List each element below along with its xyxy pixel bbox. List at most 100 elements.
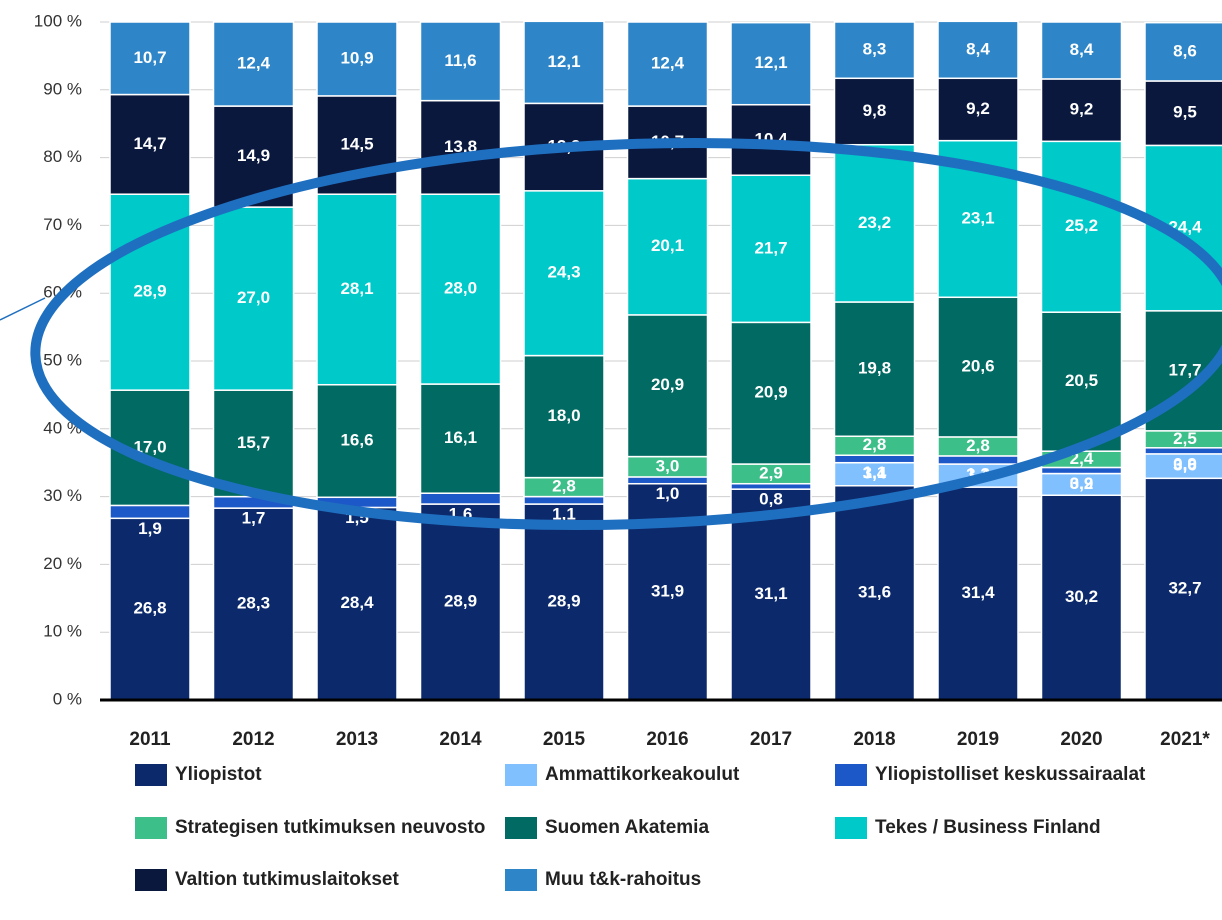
bar-segment — [419, 193, 502, 385]
bar-segment — [212, 206, 295, 391]
value-label: 16,1 — [444, 428, 477, 447]
value-label: 20,6 — [961, 357, 994, 376]
value-label: 30,2 — [1065, 587, 1098, 606]
bar-segment — [109, 93, 191, 195]
y-tick-label: 50 % — [43, 350, 82, 369]
bar-segment — [730, 21, 812, 106]
legend-swatch — [135, 764, 167, 786]
value-label: 1,9 — [138, 519, 162, 538]
bar-segment — [937, 20, 1019, 80]
bar-segment — [937, 77, 1019, 142]
y-tick-label: 30 % — [43, 486, 82, 505]
legend-label: Strategisen tutkimuksen neuvosto — [175, 817, 485, 838]
legend-swatch — [835, 817, 867, 839]
value-label: 11,6 — [444, 51, 476, 70]
y-tick-label: 80 % — [43, 147, 82, 166]
bar-segment — [937, 296, 1019, 438]
value-label: 28,3 — [237, 594, 270, 613]
value-label: 28,4 — [340, 593, 374, 612]
x-tick-label: 2020 — [1060, 729, 1102, 750]
legend-label: Yliopistot — [175, 764, 262, 785]
bar-segment — [730, 321, 812, 465]
legend-swatch — [835, 764, 867, 786]
value-label: 20,9 — [651, 375, 684, 394]
bar-segment — [419, 383, 502, 494]
x-tick-label: 2019 — [957, 729, 999, 750]
bar-segment — [730, 482, 812, 490]
value-label: 0,9 — [1070, 474, 1094, 493]
legend-swatch — [135, 869, 167, 891]
legend-label: Ammattikorkeakoulut — [545, 764, 740, 785]
legend-label: Muu t&k-rahoitus — [545, 869, 701, 890]
y-tick-label: 70 % — [43, 215, 82, 234]
value-label: 19,8 — [858, 359, 891, 378]
value-label: 2,8 — [966, 436, 990, 455]
bar-segment — [109, 504, 191, 520]
legend-label: Yliopistolliset keskussairaalat — [875, 764, 1146, 785]
value-label: 15,7 — [237, 433, 270, 452]
value-label: 31,9 — [651, 581, 684, 600]
bar-segment — [212, 389, 295, 498]
bar-segment — [523, 190, 605, 357]
bar-segment — [937, 486, 1019, 701]
value-label: 18,0 — [547, 406, 580, 425]
bar-segment — [1144, 477, 1222, 701]
bar-segment — [523, 354, 605, 479]
y-tick-label: 10 % — [43, 622, 82, 641]
x-tick-label: 2018 — [853, 729, 895, 750]
value-label: 8,6 — [1173, 41, 1197, 60]
y-tick-label: 0 % — [53, 689, 82, 708]
value-label: 14,5 — [340, 135, 373, 154]
value-label: 21,7 — [754, 238, 787, 257]
value-label: 1,7 — [242, 509, 266, 528]
value-label: 12,1 — [547, 52, 580, 71]
bar-segment — [833, 301, 916, 438]
value-label: 31,6 — [858, 582, 891, 601]
bar-segment — [419, 503, 502, 701]
y-tick-label: 100 % — [34, 11, 82, 30]
value-label: 2,8 — [552, 477, 576, 496]
bar-segment — [316, 506, 398, 701]
legend-swatch — [505, 869, 537, 891]
value-label: 28,9 — [547, 592, 580, 611]
value-label: 3,0 — [656, 456, 680, 475]
value-label: 2,8 — [863, 435, 887, 454]
x-tick-label: 2015 — [543, 729, 586, 750]
legend-swatch — [135, 817, 167, 839]
value-label: 25,2 — [1065, 216, 1098, 235]
value-label: 20,9 — [754, 383, 787, 402]
bar-segment — [109, 517, 191, 701]
value-label: 0,8 — [759, 490, 783, 509]
value-label: 28,9 — [444, 592, 477, 611]
legend: Yliopistot Ammattikorkeakoulut Yliopistoll… — [135, 764, 1146, 891]
bar-segment — [1040, 78, 1123, 143]
value-label: 12,4 — [237, 54, 271, 73]
value-label: 12,4 — [651, 54, 685, 73]
value-label: 0,9 — [1173, 454, 1197, 473]
value-label: 9,2 — [1070, 100, 1094, 119]
bar-segment — [1040, 140, 1123, 313]
value-label: 3,4 — [863, 464, 887, 483]
bar-segment — [833, 143, 916, 303]
value-label: 9,8 — [863, 101, 887, 120]
value-label: 10,7 — [133, 48, 166, 67]
bar-segment — [937, 455, 1019, 465]
value-label: 13,8 — [444, 137, 477, 156]
bar-segment — [212, 507, 295, 701]
value-label: 8,4 — [966, 39, 990, 58]
value-label: 8,4 — [1070, 40, 1094, 59]
bar-segment — [1144, 447, 1222, 455]
value-label: 28,1 — [340, 279, 373, 298]
bar-segment — [626, 314, 709, 458]
value-label: 23,1 — [961, 208, 994, 227]
bar-segment — [212, 21, 295, 107]
value-label: 28,0 — [444, 279, 477, 298]
value-label: 3,2 — [1070, 474, 1094, 493]
x-tick-label: 2014 — [439, 729, 482, 750]
value-label: 28,9 — [133, 282, 166, 301]
value-label: 1,1 — [552, 505, 576, 524]
value-label: 17,0 — [133, 437, 166, 456]
bar-segment — [833, 454, 916, 464]
x-tick-label: 2012 — [232, 729, 274, 750]
